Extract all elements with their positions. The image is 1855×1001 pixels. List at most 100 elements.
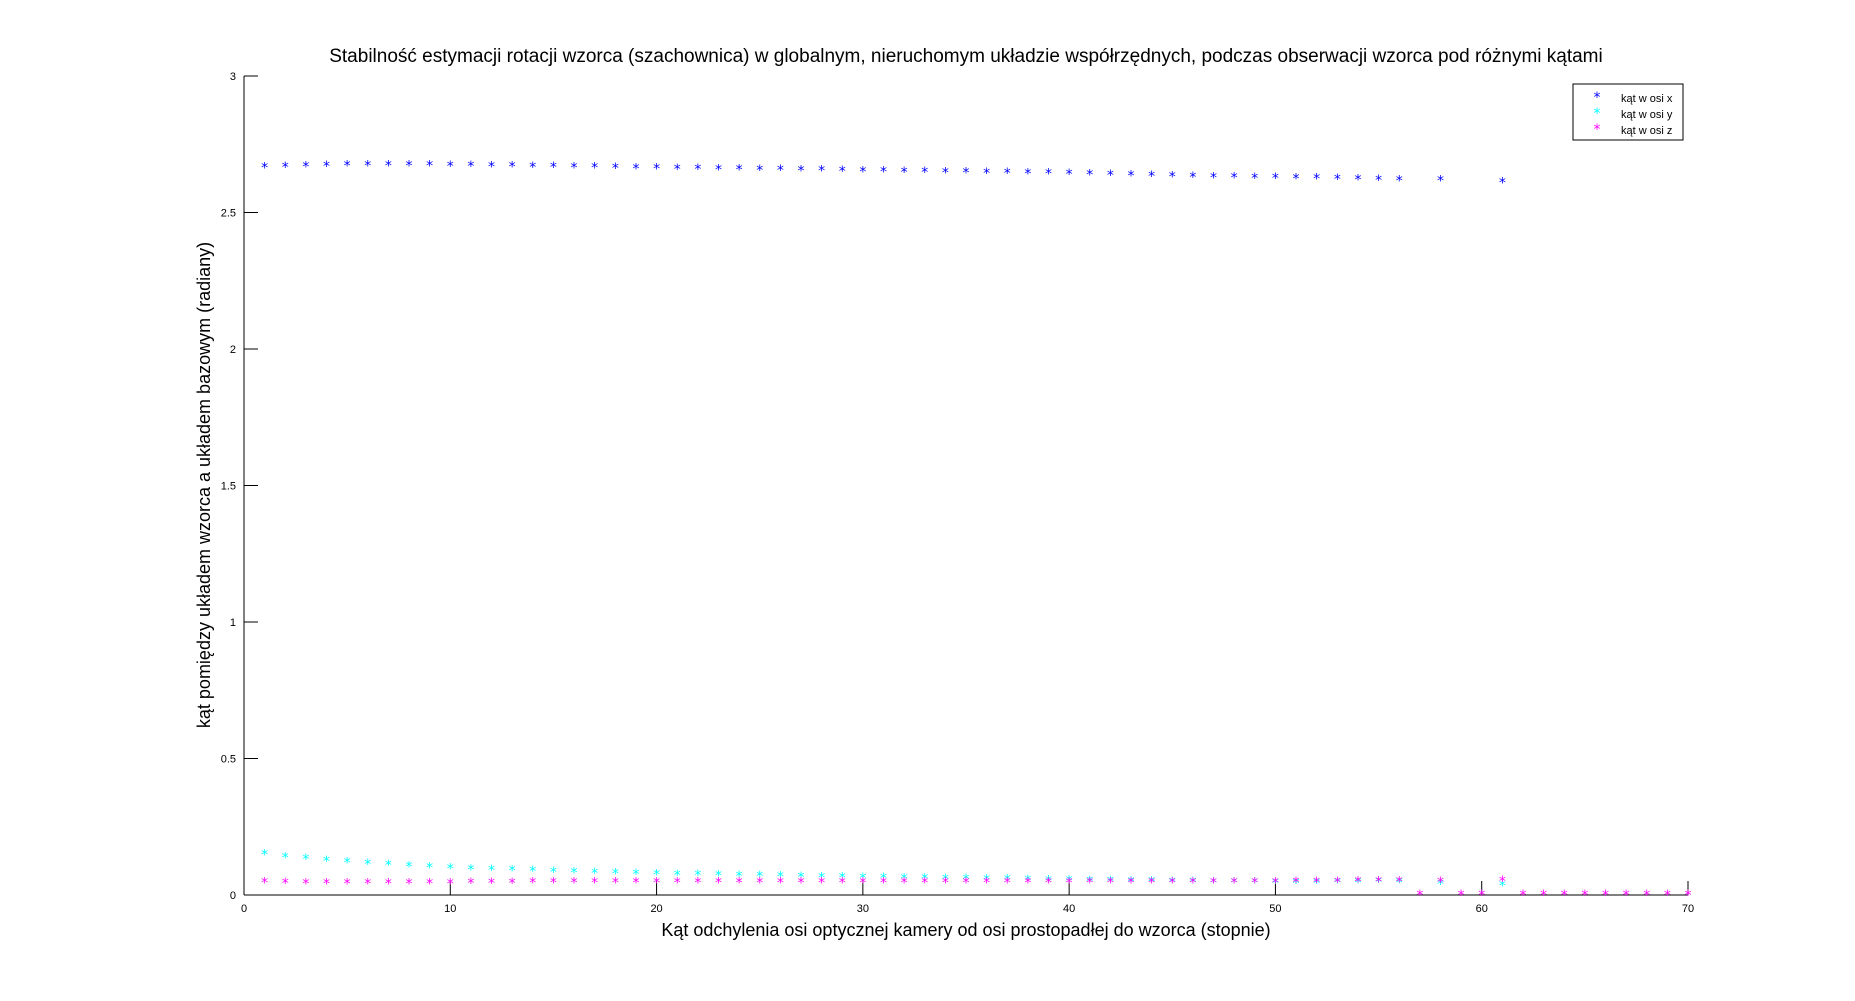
data-point: * (880, 165, 887, 181)
data-point: * (1189, 875, 1196, 891)
data-point: * (1272, 875, 1279, 891)
legend: * kąt w osi x * kąt w osi y * kąt w osi z (1572, 83, 1684, 141)
data-point: * (1416, 888, 1423, 904)
series-layer: * * * * * * * * * * * * * * * * * * * * * * * * * * * * * * * * * * * * * * * *… (261, 158, 1691, 904)
data-point: * (715, 875, 722, 891)
y-tick-label: 0.5 (221, 754, 236, 766)
legend-label: kąt w osi y (1621, 109, 1673, 121)
data-point: * (1643, 888, 1650, 904)
data-point: * (1251, 876, 1258, 892)
data-point: * (1499, 175, 1506, 191)
data-point: * (1313, 172, 1320, 188)
data-point: * (509, 864, 516, 880)
data-point: * (818, 875, 825, 891)
data-point: * (1210, 170, 1217, 186)
y-tick-label: 2.5 (221, 208, 236, 220)
y-axis-title: kąt pomiędzy układem wzorca a układem ba… (194, 242, 214, 728)
data-point: * (426, 876, 433, 892)
data-point: * (797, 163, 804, 179)
data-point: * (1458, 888, 1465, 904)
data-point: * (1581, 888, 1588, 904)
data-point: * (467, 876, 474, 892)
data-point: * (1004, 875, 1011, 891)
data-point: * (839, 875, 846, 891)
data-point: * (591, 866, 598, 882)
x-axis-title: Kąt odchylenia osi optycznej kamery od o… (661, 920, 1270, 940)
data-point: * (694, 162, 701, 178)
data-point: * (901, 875, 908, 891)
data-point: * (1169, 875, 1176, 891)
data-point: * (1086, 874, 1093, 890)
data-point: * (1602, 888, 1609, 904)
data-point: * (818, 164, 825, 180)
data-point: * (488, 876, 495, 892)
data-point: * (859, 164, 866, 180)
data-point: * (715, 162, 722, 178)
data-point: * (1004, 873, 1011, 889)
data-point: * (1313, 875, 1320, 891)
data-point: * (1128, 168, 1135, 184)
data-point: * (1272, 171, 1279, 187)
data-point: * (1045, 167, 1052, 183)
data-point: * (777, 163, 784, 179)
data-point: * (1045, 873, 1052, 889)
data-point: * (694, 875, 701, 891)
data-point: * (1189, 875, 1196, 891)
data-point: * (1107, 168, 1114, 184)
data-point: * (1066, 875, 1073, 891)
data-point: * (880, 871, 887, 887)
y-tick-label: 0 (230, 890, 236, 902)
data-point: * (323, 854, 330, 870)
data-point: * (921, 875, 928, 891)
data-point: * (261, 848, 268, 864)
y-tick-label: 3 (230, 71, 236, 83)
data-point: * (261, 160, 268, 176)
data-point: * (323, 876, 330, 892)
x-tick-label: 60 (1476, 903, 1488, 915)
data-point: * (963, 872, 970, 888)
data-point: * (694, 868, 701, 884)
data-point: * (1148, 875, 1155, 891)
data-point: * (859, 875, 866, 891)
data-point: * (653, 162, 660, 178)
data-point: * (1334, 876, 1341, 892)
data-point: * (1334, 875, 1341, 891)
x-tick-label: 30 (857, 903, 869, 915)
data-point: * (1375, 173, 1382, 189)
data-point: * (282, 876, 289, 892)
data-point: * (1086, 875, 1093, 891)
legend-box (1572, 83, 1684, 141)
data-point: * (447, 876, 454, 892)
data-point: * (467, 862, 474, 878)
data-point: * (1086, 167, 1093, 183)
data-point: * (963, 875, 970, 891)
data-point: * (1499, 878, 1506, 894)
data-point: * (282, 850, 289, 866)
data-point: * (447, 862, 454, 878)
data-point: * (1107, 874, 1114, 890)
data-point: * (302, 876, 309, 892)
y-tick-label: 2 (230, 344, 236, 356)
data-point: * (302, 159, 309, 175)
data-point: * (1024, 875, 1031, 891)
data-point: * (571, 876, 578, 892)
data-point: * (1293, 876, 1300, 892)
data-point: * (632, 161, 639, 177)
x-tick-label: 10 (444, 903, 456, 915)
data-point: * (1437, 877, 1444, 893)
data-point: * (1066, 167, 1073, 183)
data-point: * (653, 867, 660, 883)
series-1: * * * * * * * * * * * * * * * * * * * * * * * * * * * * * * * * * * * * * * * *… (261, 158, 1506, 191)
data-point: * (1128, 875, 1135, 891)
data-point: * (1375, 874, 1382, 890)
data-point: * (1231, 875, 1238, 891)
data-point: * (488, 159, 495, 175)
data-point: * (653, 875, 660, 891)
data-point: * (1334, 172, 1341, 188)
data-point: * (529, 864, 536, 880)
data-point: * (509, 876, 516, 892)
data-point: * (756, 163, 763, 179)
legend-label: kąt w osi x (1621, 93, 1673, 105)
data-point: * (756, 875, 763, 891)
